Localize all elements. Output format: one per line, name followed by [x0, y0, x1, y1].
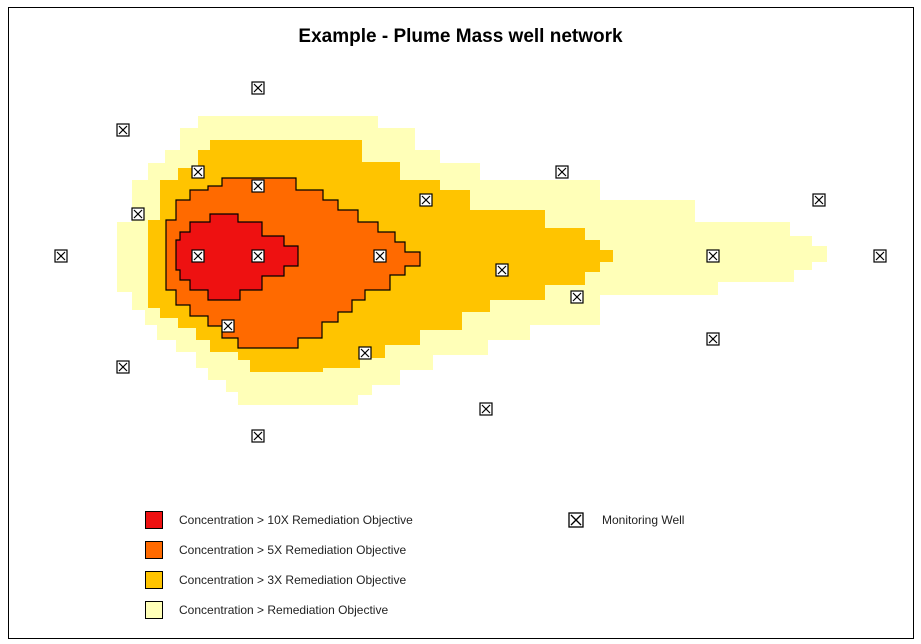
- legend-label: Concentration > 10X Remediation Objectiv…: [179, 513, 413, 527]
- monitoring-well-icon: [251, 429, 265, 443]
- monitoring-well-icon: [191, 165, 205, 179]
- monitoring-well-icon: [570, 290, 584, 304]
- legend-item-gt10x: Concentration > 10X Remediation Objectiv…: [145, 509, 413, 531]
- legend-label: Concentration > Remediation Objective: [179, 603, 389, 617]
- monitoring-well-icon: [358, 346, 372, 360]
- monitoring-well-icon: [706, 332, 720, 346]
- monitoring-well-icon: [568, 512, 584, 528]
- monitoring-well-icon: [555, 165, 569, 179]
- monitoring-well-icon: [419, 193, 433, 207]
- legend-swatch-gt10x: [145, 511, 163, 529]
- legend-label: Concentration > 5X Remediation Objective: [179, 543, 407, 557]
- map-title: Example - Plume Mass well network: [298, 26, 623, 47]
- monitoring-well-icon: [479, 402, 493, 416]
- legend-label-monitoring-well: Monitoring Well: [602, 513, 685, 527]
- legend-label: Concentration > 3X Remediation Objective: [179, 573, 407, 587]
- legend-swatch-gt1x: [145, 601, 163, 619]
- monitoring-well-icon: [54, 249, 68, 263]
- monitoring-well-icon: [495, 263, 509, 277]
- legend-item-gt3x: Concentration > 3X Remediation Objective: [145, 569, 406, 591]
- monitoring-well-icon: [873, 249, 887, 263]
- plume-zone-gt10x: [175, 213, 299, 301]
- monitoring-well-icon: [191, 249, 205, 263]
- legend-item-gt1x: Concentration > Remediation Objective: [145, 599, 388, 621]
- monitoring-well-icon: [116, 360, 130, 374]
- legend-swatch-gt3x: [145, 571, 163, 589]
- monitoring-well-icon: [221, 319, 235, 333]
- legend-item-gt5x: Concentration > 5X Remediation Objective: [145, 539, 406, 561]
- monitoring-well-icon: [116, 123, 130, 137]
- monitoring-well-icon: [812, 193, 826, 207]
- monitoring-well-icon: [251, 249, 265, 263]
- monitoring-well-icon: [131, 207, 145, 221]
- monitoring-well-icon: [251, 81, 265, 95]
- monitoring-well-icon: [706, 249, 720, 263]
- monitoring-well-icon: [251, 179, 265, 193]
- legend-swatch-gt5x: [145, 541, 163, 559]
- monitoring-well-icon: [373, 249, 387, 263]
- legend-item-monitoring-well: Monitoring Well: [568, 509, 684, 531]
